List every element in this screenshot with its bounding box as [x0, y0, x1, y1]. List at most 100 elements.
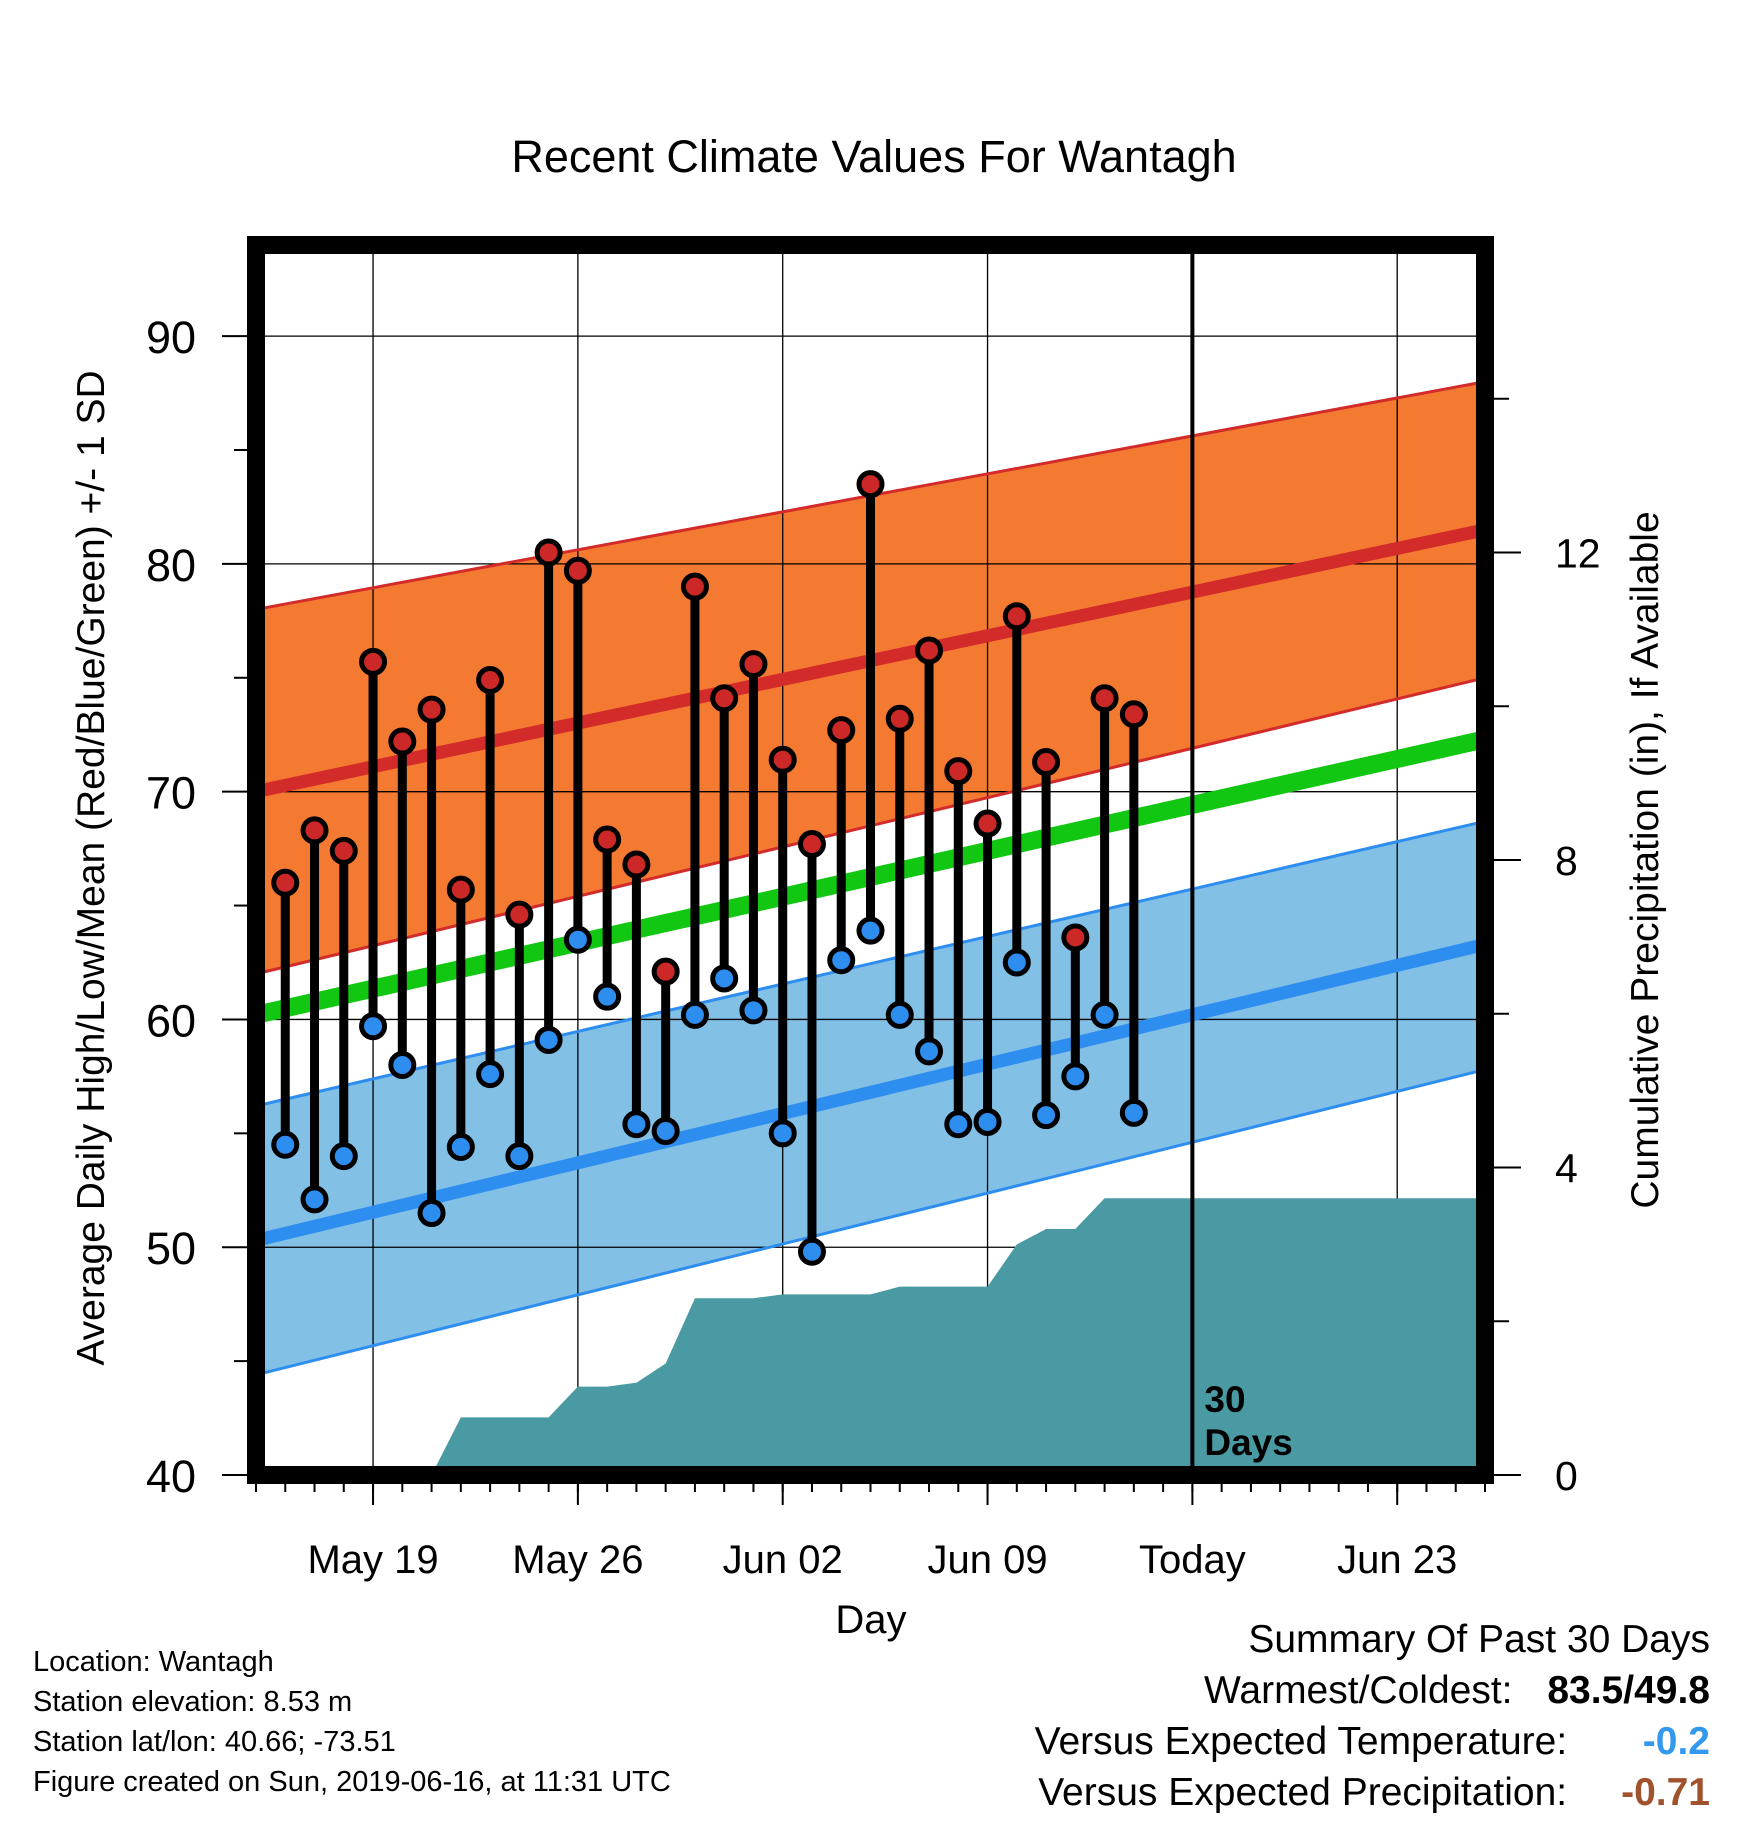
daily-high-point	[1119, 700, 1148, 729]
daily-high-point	[359, 647, 388, 676]
daily-high-point	[680, 572, 709, 601]
daily-low-point	[359, 1012, 388, 1041]
daily-high-point	[710, 684, 739, 713]
daily-high-point	[446, 875, 475, 904]
y-left-tick-label: 90	[146, 312, 196, 363]
today-label-days: Days	[1204, 1422, 1292, 1463]
daily-high-point	[563, 556, 592, 585]
daily-low-point	[476, 1060, 505, 1089]
y-right-tick-label: 0	[1555, 1453, 1578, 1499]
temp-value: -0.2	[1642, 1720, 1710, 1763]
latlon-text: Station lat/lon: 40.66; -73.51	[33, 1726, 396, 1758]
x-tick-label: Jun 02	[723, 1538, 843, 1582]
daily-low-point	[797, 1237, 826, 1266]
daily-high-point	[1090, 684, 1119, 713]
y-right-tick-label: 12	[1555, 531, 1601, 577]
y-right-tick-label: 4	[1555, 1146, 1578, 1192]
warmest-value: 83.5/49.8	[1547, 1669, 1710, 1712]
daily-low-point	[300, 1185, 329, 1214]
summary-precip-row: Versus Expected Precipitation: -0.71	[1035, 1767, 1710, 1818]
daily-high-point	[271, 868, 300, 897]
daily-high-point	[885, 704, 914, 733]
footer-info: Location: Wantagh Station elevation: 8.5…	[33, 1642, 671, 1802]
y-right-tick-label: 8	[1555, 838, 1578, 884]
daily-low-point	[973, 1107, 1002, 1136]
daily-low-point	[827, 946, 856, 975]
daily-high-point	[593, 825, 622, 854]
daily-low-point	[622, 1110, 651, 1139]
summary-heading: Summary Of Past 30 Days	[1248, 1618, 1710, 1661]
precip-value: -0.71	[1621, 1771, 1710, 1814]
x-tick-label: May 26	[512, 1538, 643, 1582]
daily-high-point	[417, 695, 446, 724]
daily-low-point	[739, 996, 768, 1025]
y-left-tick-label: 70	[146, 768, 196, 819]
chart-title: Recent Climate Values For Wantagh	[511, 131, 1236, 182]
daily-high-point	[856, 470, 885, 499]
daily-high-point	[1002, 602, 1031, 631]
daily-low-point	[856, 916, 885, 945]
daily-low-point	[885, 1000, 914, 1029]
daily-low-point	[388, 1051, 417, 1079]
daily-low-point	[768, 1119, 797, 1148]
precip-area	[256, 1198, 1485, 1475]
y-left-axis-title: Average Daily High/Low/Mean (Red/Blue/Gr…	[70, 370, 113, 1365]
daily-low-point	[593, 982, 622, 1011]
y-left-tick-label: 50	[146, 1223, 196, 1274]
daily-low-point	[329, 1142, 358, 1171]
plot-frame	[247, 236, 1494, 1484]
daily-low-point	[1119, 1098, 1148, 1127]
daily-low-point	[710, 964, 739, 993]
x-tick-label: Today	[1139, 1538, 1246, 1582]
warmest-label: Warmest/Coldest:	[1204, 1669, 1513, 1712]
x-axis-title: Day	[835, 1598, 906, 1642]
daily-low-point	[944, 1110, 973, 1139]
daily-high-point	[300, 816, 329, 845]
daily-high-point	[827, 716, 856, 745]
summary-panel: Summary Of Past 30 Days Warmest/Coldest:…	[1035, 1614, 1710, 1818]
x-tick-label: Jun 09	[927, 1538, 1047, 1582]
summary-temp-row: Versus Expected Temperature: -0.2	[1035, 1716, 1710, 1767]
daily-high-point	[915, 636, 944, 665]
daily-high-point	[388, 727, 417, 756]
y-left-tick-label: 40	[146, 1451, 196, 1502]
daily-high-point	[1032, 748, 1061, 777]
y-right-axis-title: Cumulative Precipitation (in), If Availa…	[1624, 511, 1667, 1208]
daily-low-point	[563, 925, 592, 954]
daily-high-point	[476, 666, 505, 695]
daily-low-point	[915, 1037, 944, 1066]
daily-high-point	[534, 538, 563, 567]
daily-low-point	[680, 1000, 709, 1029]
today-label-number: 30	[1204, 1379, 1245, 1420]
daily-low-point	[417, 1199, 446, 1228]
daily-high-point	[651, 957, 680, 986]
y-left-tick-label: 60	[146, 995, 196, 1046]
daily-high-point	[622, 850, 651, 879]
normal-low-line	[254, 937, 1487, 1247]
low-lower-line	[255, 1068, 1486, 1377]
created-text: Figure created on Sun, 2019-06-16, at 11…	[33, 1766, 671, 1798]
daily-high-point	[797, 830, 826, 859]
precip-label: Versus Expected Precipitation:	[1038, 1771, 1568, 1814]
elevation-text: Station elevation: 8.53 m	[33, 1686, 353, 1718]
axes: 40 50 60 70 80 90 0 4 8 12 May 19 May 26 Jun 02 Jun 0…	[70, 312, 1667, 1642]
daily-low-point	[505, 1142, 534, 1171]
daily-low-point	[651, 1117, 680, 1146]
daily-low-point	[446, 1133, 475, 1161]
x-tick-label: May 19	[307, 1538, 438, 1582]
daily-low-point	[1061, 1062, 1090, 1091]
y-left-tick-label: 80	[146, 540, 196, 591]
daily-high-point	[944, 757, 973, 786]
x-tick-label: Jun 23	[1337, 1538, 1457, 1582]
daily-low-point	[271, 1130, 300, 1159]
daily-high-point	[768, 745, 797, 774]
summary-warmest-row: Warmest/Coldest: 83.5/49.8	[1035, 1665, 1710, 1716]
daily-high-point	[973, 809, 1002, 838]
daily-high-point	[1061, 923, 1090, 952]
daily-high-point	[505, 900, 534, 929]
daily-high-point	[739, 650, 768, 679]
location-text: Location: Wantagh	[33, 1646, 274, 1678]
temp-label: Versus Expected Temperature:	[1034, 1720, 1568, 1763]
